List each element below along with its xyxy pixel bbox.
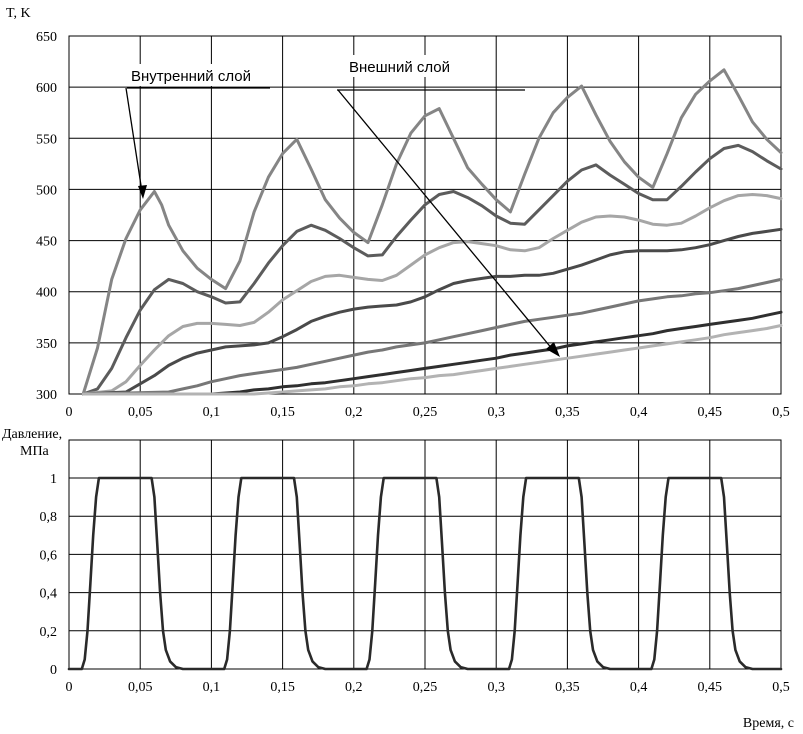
temperature-series-4 xyxy=(81,227,783,396)
temperature-x-tick-label: 0,1 xyxy=(203,405,221,420)
outer-layer-label: Внешний слой xyxy=(349,59,450,76)
pressure-series-group xyxy=(67,476,783,671)
temperature-series-2 xyxy=(81,143,783,396)
pressure-axis-label-line1: Давление, xyxy=(2,427,62,442)
temperature-series-1 xyxy=(81,68,783,396)
temperature-x-tick-label: 0,2 xyxy=(345,405,363,420)
temperature-y-tick-label: 500 xyxy=(36,183,57,198)
pressure-series-1 xyxy=(67,476,783,671)
temperature-annotations: Внутренний слой Внешний слой xyxy=(125,55,560,357)
temperature-x-tick-label: 0,45 xyxy=(698,405,723,420)
pressure-y-tick-label: 0,6 xyxy=(40,548,58,563)
pressure-x-tick-label: 0,25 xyxy=(413,680,438,695)
temperature-x-tick-label: 0,3 xyxy=(487,405,505,420)
temperature-x-tick-label: 0,05 xyxy=(128,405,153,420)
pressure-y-tick-label: 0,8 xyxy=(40,510,58,525)
pressure-x-tick-label: 0,05 xyxy=(128,680,153,695)
temperature-y-tick-label: 450 xyxy=(36,235,57,250)
pressure-x-tick-label: 0 xyxy=(66,680,73,695)
temperature-x-tick-label: 0,15 xyxy=(270,405,295,420)
temperature-x-tick-label: 0 xyxy=(66,405,73,420)
temperature-y-tick-label: 600 xyxy=(36,81,57,96)
temperature-y-tick-label: 400 xyxy=(36,286,57,301)
pressure-x-tick-label: 0,45 xyxy=(698,680,723,695)
temperature-x-tick-label: 0,35 xyxy=(555,405,580,420)
temperature-series-group xyxy=(81,68,783,396)
temperature-grid: 0 0,05 0,1 0,15 0,2 0,25 0,3 0,35 0,4 0,45 0,5 300 3… xyxy=(36,30,790,420)
temperature-x-tick-label: 0,25 xyxy=(413,405,438,420)
inner-layer-label: Внутренний слой xyxy=(131,68,251,85)
temperature-x-tick-label: 0,5 xyxy=(772,405,790,420)
pressure-y-tick-label: 0 xyxy=(50,663,57,678)
temperature-chart: 0 0,05 0,1 0,15 0,2 0,25 0,3 0,35 0,4 0,45 0,5 300 3… xyxy=(6,6,790,420)
temperature-series-6 xyxy=(81,310,783,396)
pressure-x-tick-label: 0,3 xyxy=(487,680,505,695)
pressure-y-tick-label: 0,2 xyxy=(40,625,58,640)
pressure-chart: 0 0,05 0,1 0,15 0,2 0,25 0,3 0,35 0,4 0,45 0,5 0 0,2… xyxy=(2,427,794,731)
outer-label-background xyxy=(345,55,475,77)
time-axis-label: Время, с xyxy=(743,716,794,731)
temperature-series-3 xyxy=(81,193,783,396)
temperature-y-tick-label: 350 xyxy=(36,337,57,352)
outer-layer-arrowhead xyxy=(546,342,560,357)
temperature-y-tick-label: 650 xyxy=(36,30,57,45)
pressure-x-tick-label: 0,2 xyxy=(345,680,363,695)
outer-layer-arrow xyxy=(337,89,554,351)
pressure-y-tick-label: 0,4 xyxy=(40,587,58,602)
temperature-y-tick-label: 300 xyxy=(36,388,57,403)
pressure-x-tick-label: 0,1 xyxy=(203,680,221,695)
pressure-x-tick-label: 0,15 xyxy=(270,680,295,695)
temperature-series-5 xyxy=(81,277,783,396)
pressure-x-tick-label: 0,5 xyxy=(772,680,790,695)
pressure-x-tick-label: 0,4 xyxy=(630,680,648,695)
inner-label-background xyxy=(128,64,278,86)
temperature-y-tick-label: 550 xyxy=(36,132,57,147)
pressure-x-tick-label: 0,35 xyxy=(555,680,580,695)
inner-layer-arrow xyxy=(125,87,143,193)
temperature-series-7 xyxy=(81,324,783,396)
pressure-y-tick-label: 1 xyxy=(50,472,57,487)
temperature-axis-label: T, K xyxy=(6,6,31,21)
temperature-x-tick-label: 0,4 xyxy=(630,405,648,420)
inner-layer-arrowhead xyxy=(138,185,147,199)
pressure-axis-label: Давление, МПа xyxy=(2,427,66,459)
pressure-axis-label-line2: МПа xyxy=(20,444,50,459)
